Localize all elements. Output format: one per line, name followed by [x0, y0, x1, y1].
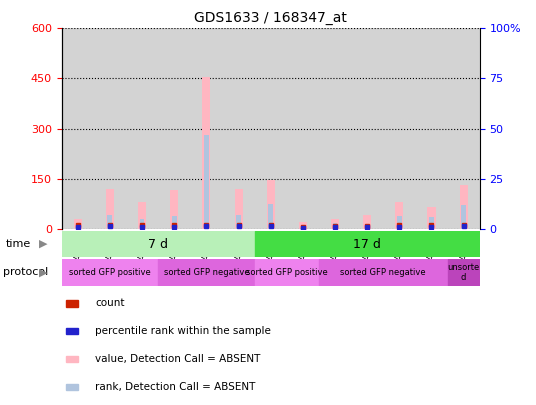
Text: ▶: ▶ [39, 267, 47, 277]
Bar [139, 220, 145, 229]
Bar [255, 28, 287, 229]
Bar [269, 204, 273, 229]
Bar [351, 28, 383, 229]
Bar [448, 259, 480, 286]
Text: 17 d: 17 d [353, 237, 381, 251]
Bar [363, 215, 371, 229]
Text: value, Detection Call = ABSENT: value, Detection Call = ABSENT [95, 354, 260, 364]
Text: sorted GFP negative: sorted GFP negative [163, 268, 249, 277]
Bar [236, 215, 241, 229]
Bar [428, 207, 436, 229]
Bar [138, 202, 146, 229]
Bar [158, 259, 255, 286]
Bar [300, 228, 306, 229]
Text: unsorte
d: unsorte d [448, 263, 480, 282]
Bar [429, 217, 434, 229]
Text: percentile rank within the sample: percentile rank within the sample [95, 326, 271, 336]
Bar [319, 259, 448, 286]
Bar [331, 220, 339, 229]
Bar [172, 216, 177, 229]
Bar [287, 28, 319, 229]
Bar [106, 189, 114, 229]
Bar [460, 185, 467, 229]
Text: protocol: protocol [3, 267, 48, 277]
Bar [107, 215, 113, 229]
Bar [255, 231, 480, 257]
Text: ▶: ▶ [39, 239, 47, 249]
Bar [62, 28, 94, 229]
Text: count: count [95, 298, 124, 309]
Bar [66, 301, 78, 307]
Text: sorted GFP positive: sorted GFP positive [69, 268, 151, 277]
Bar [461, 205, 466, 229]
Bar [170, 190, 178, 229]
Bar [396, 202, 404, 229]
Bar [365, 227, 370, 229]
Bar [66, 328, 78, 335]
Bar [397, 216, 402, 229]
Bar [383, 28, 415, 229]
Bar [74, 219, 82, 229]
Bar [203, 77, 210, 229]
Bar [332, 223, 338, 229]
Bar [319, 28, 351, 229]
Bar [62, 231, 255, 257]
Bar [94, 28, 126, 229]
Bar [267, 180, 275, 229]
Bar [75, 227, 80, 229]
Bar [204, 135, 209, 229]
Bar [158, 28, 190, 229]
Bar [66, 356, 78, 362]
Bar [62, 259, 158, 286]
Text: time: time [5, 239, 31, 249]
Text: 7 d: 7 d [148, 237, 168, 251]
Bar [222, 28, 255, 229]
Bar [66, 384, 78, 390]
Text: sorted GFP positive: sorted GFP positive [246, 268, 327, 277]
Title: GDS1633 / 168347_at: GDS1633 / 168347_at [194, 11, 347, 25]
Bar [415, 28, 448, 229]
Bar [235, 189, 242, 229]
Bar [448, 28, 480, 229]
Bar [126, 28, 158, 229]
Text: rank, Detection Call = ABSENT: rank, Detection Call = ABSENT [95, 382, 256, 392]
Text: sorted GFP negative: sorted GFP negative [340, 268, 426, 277]
Bar [255, 259, 319, 286]
Bar [299, 222, 307, 229]
Bar [190, 28, 222, 229]
